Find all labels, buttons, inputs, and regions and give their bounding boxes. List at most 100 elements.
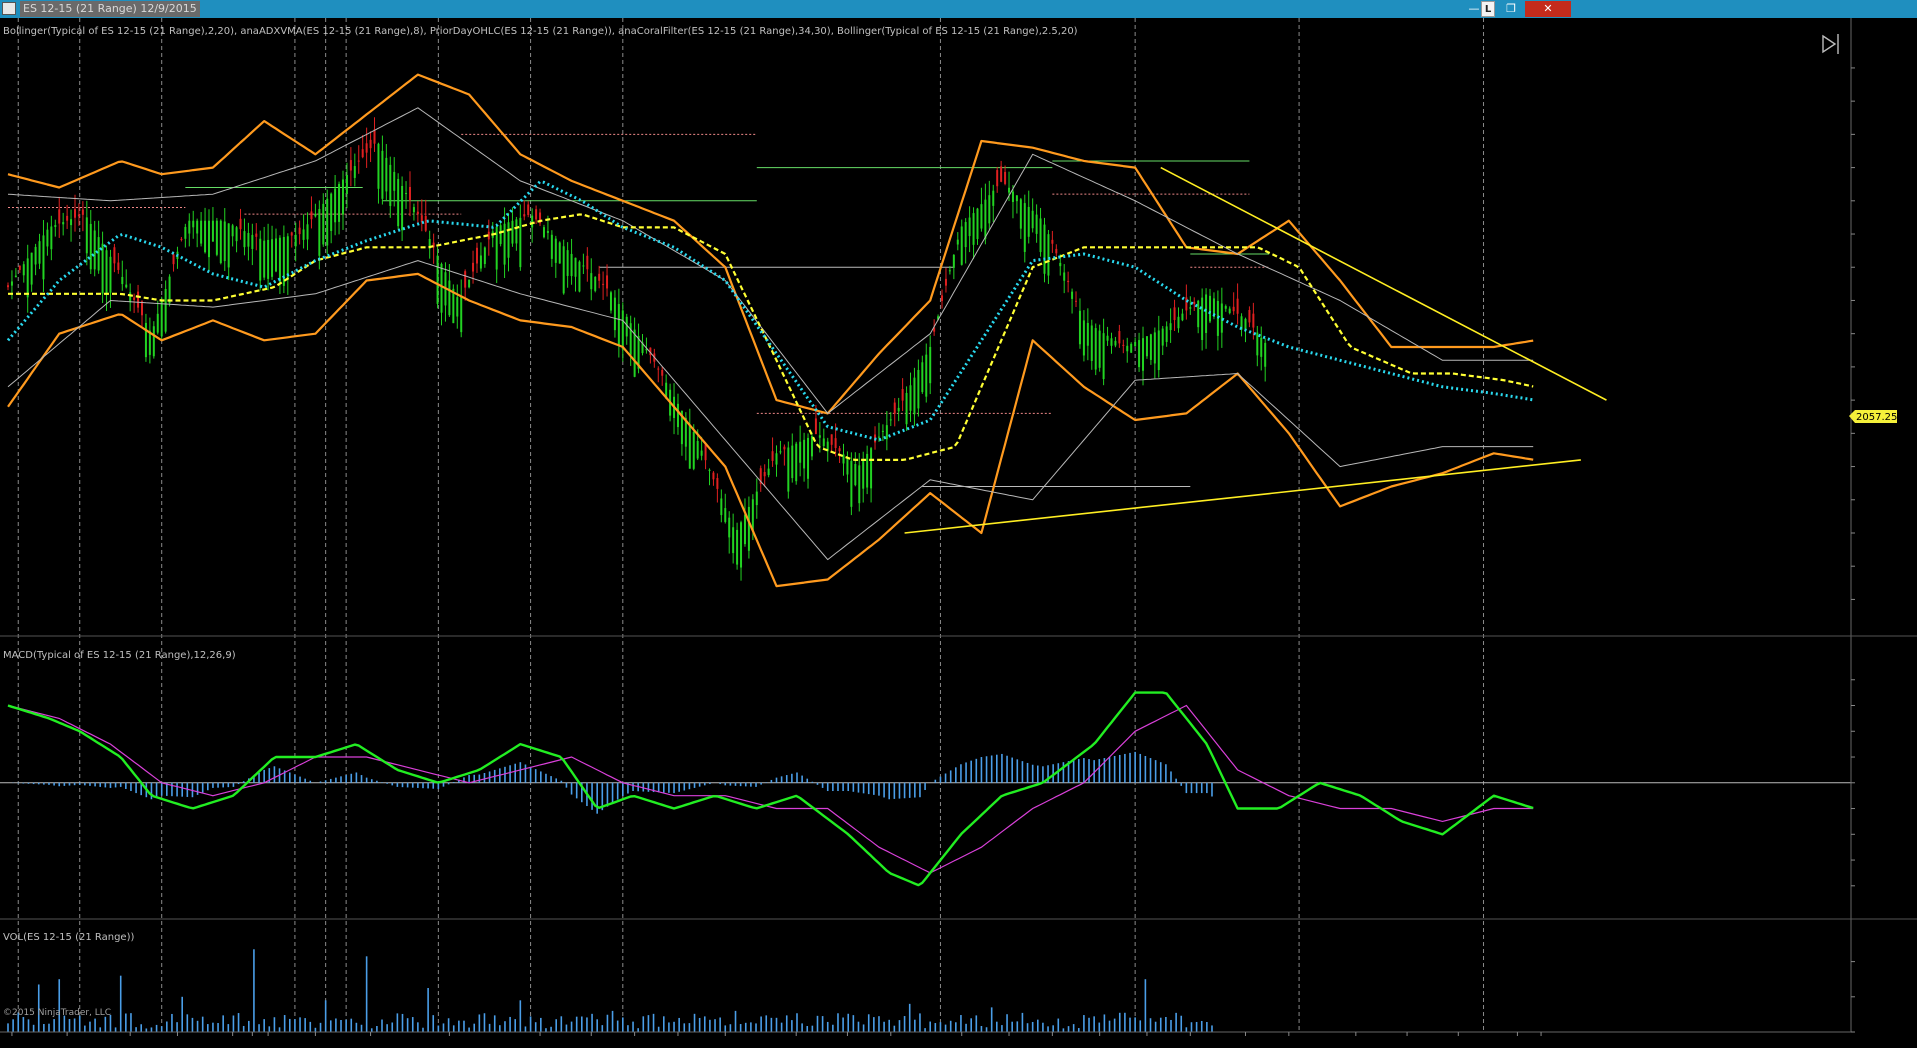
time-axis — [0, 1031, 1851, 1036]
down-candle-body — [373, 129, 376, 144]
up-candle-body — [338, 183, 341, 222]
up-candle-body — [1039, 218, 1042, 253]
up-candle-body — [641, 342, 644, 354]
up-candle-body — [980, 204, 983, 229]
up-candle-body — [231, 225, 234, 237]
up-candle-body — [263, 240, 266, 278]
down-candle-body — [1118, 331, 1121, 344]
up-candle-body — [818, 435, 821, 438]
down-candle-body — [1236, 298, 1239, 314]
up-candle-body — [385, 157, 388, 192]
volume-panel[interactable] — [7, 949, 1213, 1032]
up-candle-body — [1228, 308, 1231, 314]
down-candle-body — [369, 139, 372, 149]
up-candle-body — [483, 247, 486, 265]
close-button[interactable]: ✕ — [1525, 1, 1571, 17]
up-candle-body — [877, 436, 880, 438]
up-candle-body — [278, 237, 281, 282]
up-candle-body — [148, 330, 151, 355]
price-series-line — [6, 180, 1534, 442]
up-candle-body — [637, 335, 640, 369]
down-candle-body — [759, 468, 762, 484]
down-candle-body — [77, 214, 80, 217]
up-candle-body — [889, 419, 892, 421]
up-candle-body — [609, 292, 612, 311]
macd-signal-line — [7, 704, 1534, 874]
up-candle-body — [428, 239, 431, 249]
up-candle-body — [456, 297, 459, 317]
down-candle-body — [1173, 307, 1176, 321]
up-candle-body — [562, 246, 565, 294]
minimize-button[interactable]: — — [1468, 2, 1480, 15]
up-candle-body — [109, 256, 112, 293]
up-candle-body — [436, 255, 439, 304]
down-candle-body — [657, 368, 660, 370]
up-candle-body — [381, 150, 384, 199]
window-titlebar: ES 12-15 (21 Range) 12/9/2015 L — ❐ ✕ — [0, 0, 1917, 18]
trendline — [904, 459, 1581, 534]
down-candle-body — [172, 254, 175, 265]
down-candle-body — [1193, 301, 1196, 305]
up-candle-body — [499, 225, 502, 244]
down-candle-body — [539, 212, 542, 224]
down-candle-body — [893, 402, 896, 414]
chart-background — [0, 18, 1917, 1048]
up-candle-body — [200, 220, 203, 244]
restore-button[interactable]: ❐ — [1506, 2, 1516, 15]
up-candle-body — [1086, 322, 1089, 346]
up-candle-body — [531, 215, 534, 228]
up-candle-body — [736, 529, 739, 565]
up-candle-body — [1220, 303, 1223, 333]
down-candle-body — [290, 232, 293, 236]
up-candle-body — [862, 459, 865, 489]
up-candle-body — [728, 517, 731, 538]
up-candle-body — [393, 171, 396, 191]
up-candle-body — [286, 236, 289, 280]
up-candle-body — [1138, 340, 1141, 368]
up-candle-body — [271, 239, 274, 277]
up-candle-body — [460, 295, 463, 333]
session-separators — [17, 18, 1485, 1032]
up-candle-body — [1110, 338, 1113, 346]
up-candle-body — [1114, 340, 1117, 346]
link-button[interactable]: L — [1481, 1, 1495, 17]
up-candle-body — [314, 214, 317, 217]
down-candle-body — [830, 434, 833, 445]
price-panel[interactable] — [6, 73, 1607, 588]
up-candle-body — [50, 226, 53, 250]
up-candle-body — [751, 499, 754, 531]
up-candle-body — [684, 417, 687, 447]
down-candle-body — [73, 209, 76, 218]
up-candle-body — [334, 188, 337, 223]
up-candle-body — [144, 322, 147, 358]
price-series-line — [7, 272, 1534, 588]
chart-canvas[interactable]: Bollinger(Typical of ES 12-15 (21 Range)… — [0, 18, 1917, 1048]
copyright-text: ©2015 NinjaTrader, LLC — [3, 1008, 111, 1018]
up-candle-body — [1015, 195, 1018, 202]
up-candle-body — [1106, 335, 1109, 341]
macd-panel[interactable] — [0, 691, 1851, 887]
up-candle-body — [885, 425, 888, 440]
up-candle-body — [322, 203, 325, 245]
up-candle-body — [152, 326, 155, 357]
up-candle-body — [345, 174, 348, 194]
up-candle-body — [121, 276, 124, 285]
up-candle-body — [211, 220, 214, 242]
down-candle-body — [357, 160, 360, 162]
up-candle-body — [1264, 342, 1267, 367]
scroll-to-end-button[interactable] — [1820, 30, 1844, 54]
up-candle-body — [1209, 295, 1212, 322]
up-candle-body — [1031, 210, 1034, 229]
down-candle-body — [661, 369, 664, 376]
up-candle-body — [767, 468, 770, 476]
down-candle-body — [117, 262, 120, 270]
up-candle-body — [732, 527, 735, 554]
up-candle-body — [921, 362, 924, 393]
down-candle-body — [239, 218, 242, 230]
up-candle-body — [1078, 310, 1081, 345]
up-candle-body — [633, 329, 636, 377]
up-candle-body — [1145, 336, 1148, 357]
up-candle-body — [676, 403, 679, 428]
down-candle-body — [487, 231, 490, 240]
up-candle-body — [274, 238, 277, 272]
